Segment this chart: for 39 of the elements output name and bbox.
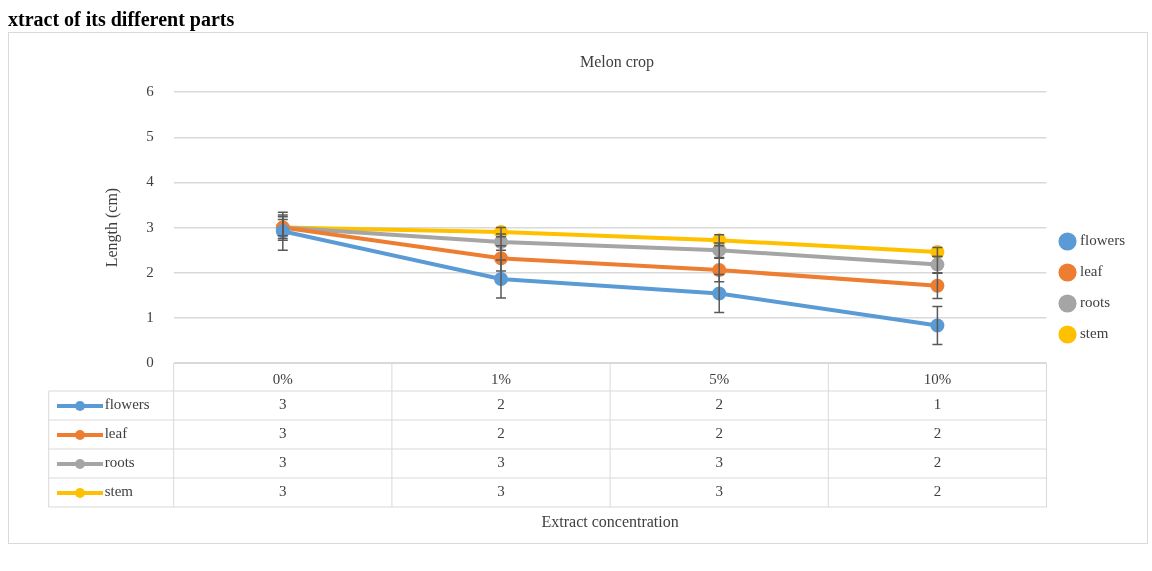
data-label: 2 [933,454,942,471]
x-tick-label: 5% [709,370,730,387]
text: roots [104,454,135,471]
data-label: 3 [279,483,287,500]
y-tick-label: 3 [146,218,154,235]
y-tick-label: 4 [146,173,155,190]
legend-label: roots [1080,294,1111,311]
data-label: 3 [715,454,723,471]
data-label: 1 [933,396,942,413]
chart-title: Melon crop [579,52,655,71]
text: leaf [104,425,128,442]
data-label: 2 [497,425,505,442]
y-tick-label: 5 [146,128,154,145]
y-tick-label: 0 [146,353,154,370]
text: stem [104,483,134,500]
data-label: 3 [279,396,287,413]
data-label: 3 [497,454,505,471]
y-tick-label: 6 [146,83,155,100]
data-label: 2 [715,425,723,442]
data-label: 2 [933,483,942,500]
data-label: 3 [279,425,287,442]
y-axis-title: Length (cm) [102,187,121,268]
data-label: 3 [279,454,287,471]
y-tick-label: 2 [146,263,154,280]
data-label: 2 [497,396,505,413]
x-tick-label: 1% [491,370,512,387]
legend-label: flowers [1080,232,1126,249]
data-label: 3 [497,483,505,500]
legend-label: leaf [1080,263,1103,280]
x-tick-label: 10% [923,370,952,387]
data-label: 3 [715,483,723,500]
legend-label: stem [1080,325,1109,342]
text: Extract concentration [541,513,679,531]
data-label: 2 [933,425,942,442]
text: flowers [104,396,150,413]
y-tick-label: 1 [146,308,154,325]
x-tick-label: 0% [272,370,293,387]
text: xtract of its different parts [8,8,236,30]
data-label: 2 [715,396,723,413]
